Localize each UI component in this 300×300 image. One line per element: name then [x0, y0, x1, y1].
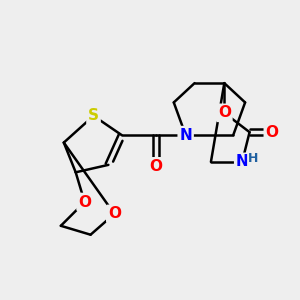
Text: N: N	[236, 154, 248, 169]
Text: O: O	[266, 125, 278, 140]
Text: O: O	[149, 159, 162, 174]
Text: O: O	[218, 105, 231, 120]
Text: N: N	[179, 128, 192, 142]
Text: O: O	[78, 194, 91, 209]
Text: O: O	[108, 206, 121, 221]
Text: S: S	[88, 108, 99, 123]
Text: H: H	[248, 152, 259, 165]
